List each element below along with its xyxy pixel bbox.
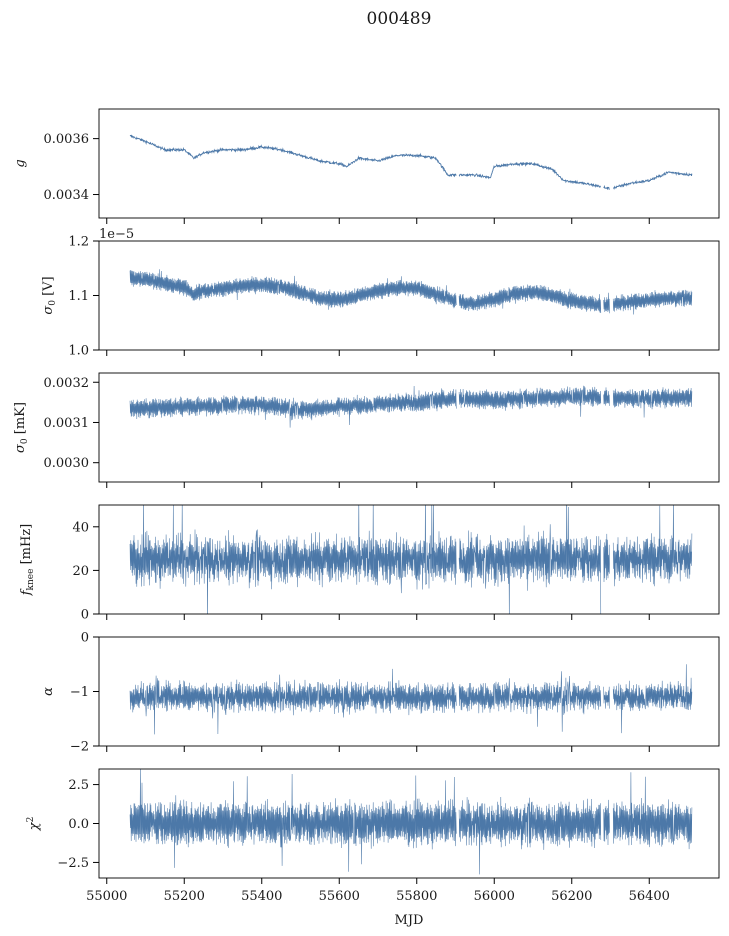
panel-sigma0_mk: 0.0030 0.0031 0.0032 σ0 [mK] <box>13 372 720 488</box>
y-axis-label: g <box>13 159 28 167</box>
y-offset-text: 1e−5 <box>99 227 134 242</box>
y-tick-label: −1 <box>70 685 89 700</box>
y-tick-label: 0 <box>81 608 89 623</box>
figure-title: 000489 <box>367 9 432 29</box>
y-tick-label: 0.0 <box>68 817 89 832</box>
panel-alpha: −2 −1 0 α <box>41 631 720 755</box>
y-axis-label: σ0 [mK] <box>13 402 30 453</box>
plot-frame <box>98 372 720 483</box>
series-line-chi2 <box>129 769 693 875</box>
y-tick-label: 20 <box>72 564 89 579</box>
x-tick-label: 56000 <box>474 889 515 904</box>
y-axis-label: χ2 <box>26 817 42 832</box>
y-axis-label: α <box>41 687 56 696</box>
y-tick-label: 2.5 <box>68 778 89 793</box>
series-line-sigma0_mk <box>129 385 693 428</box>
y-tick-label: −2.5 <box>57 856 89 871</box>
panel-sigma0_volt: 1.0 1.1 1.2 1e−5 σ0 [V] <box>41 227 720 359</box>
y-tick-label: 40 <box>72 520 89 535</box>
y-tick-label: −2 <box>70 740 89 755</box>
y-tick-label: 0 <box>81 631 89 646</box>
y-tick-label: 1.1 <box>68 289 89 304</box>
x-tick-label: 56200 <box>551 889 592 904</box>
y-tick-label: 1.0 <box>68 344 89 359</box>
plot-frame <box>98 504 720 615</box>
series-line-gain <box>129 134 693 190</box>
y-tick-label: 0.0031 <box>44 416 90 431</box>
x-tick-label: 55400 <box>241 889 282 904</box>
x-tick-label: 56400 <box>629 889 670 904</box>
x-tick-label: 55800 <box>396 889 437 904</box>
y-tick-label: 1.2 <box>68 235 89 250</box>
panel-fknee: 0 20 40 fknee [mHz] <box>19 504 720 623</box>
series-line-alpha <box>129 664 693 735</box>
x-tick-label: 55200 <box>164 889 205 904</box>
series-line-fknee <box>129 505 693 614</box>
series-line-sigma0_volt <box>129 269 693 315</box>
x-axis-label: MJD <box>395 913 424 928</box>
panel-gain: 0.0034 0.0036 g <box>13 108 720 224</box>
y-tick-label: 0.0030 <box>44 456 90 471</box>
y-axis-label: fknee [mHz] <box>19 524 36 597</box>
panel-chi2: 55000 55200 55400 55600 55800 56000 56200 56400… <box>26 768 720 904</box>
y-tick-label: 0.0032 <box>44 376 90 391</box>
y-axis-label: σ0 [V] <box>41 276 58 314</box>
y-tick-label: 0.0036 <box>44 132 90 147</box>
plot-frame <box>98 108 720 219</box>
y-tick-label: 0.0034 <box>44 188 90 203</box>
x-tick-label: 55000 <box>86 889 127 904</box>
x-tick-label: 55600 <box>319 889 360 904</box>
